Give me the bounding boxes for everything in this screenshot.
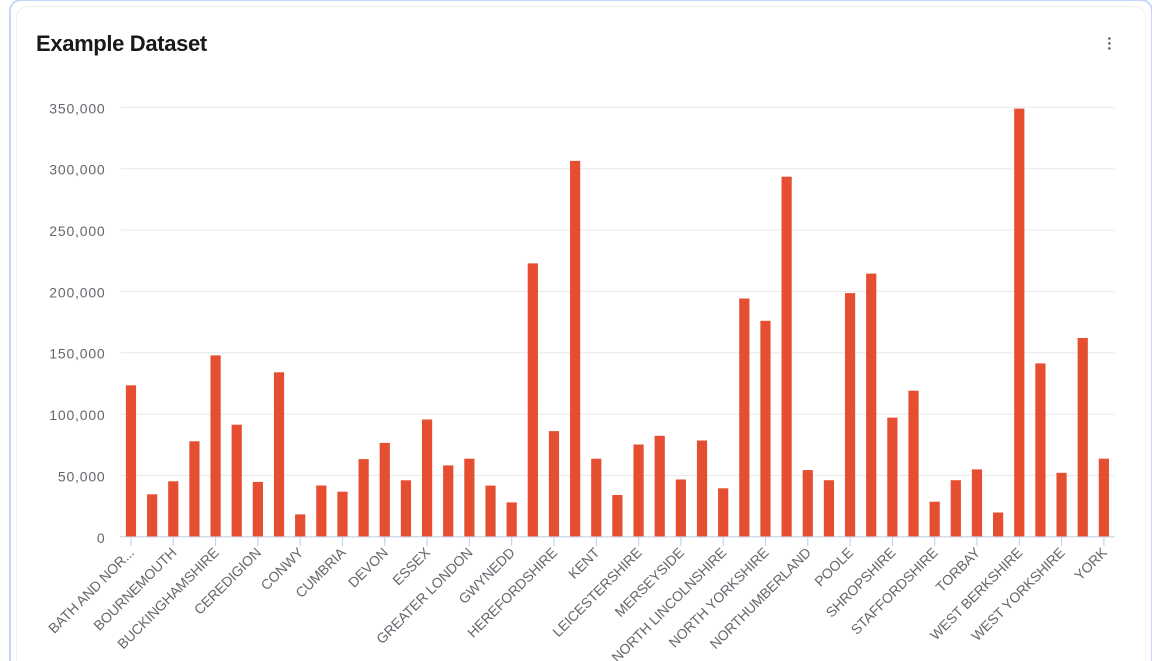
- svg-text:KENT: KENT: [565, 544, 603, 582]
- svg-text:50,000: 50,000: [58, 468, 106, 484]
- svg-text:DEVON: DEVON: [345, 544, 391, 590]
- svg-text:300,000: 300,000: [49, 162, 105, 178]
- svg-text:150,000: 150,000: [49, 346, 105, 362]
- svg-text:350,000: 350,000: [49, 100, 105, 116]
- svg-text:0: 0: [97, 530, 106, 546]
- svg-text:250,000: 250,000: [49, 223, 105, 239]
- svg-text:200,000: 200,000: [49, 284, 105, 300]
- svg-text:YORK: YORK: [1071, 544, 1111, 584]
- svg-text:100,000: 100,000: [49, 407, 105, 423]
